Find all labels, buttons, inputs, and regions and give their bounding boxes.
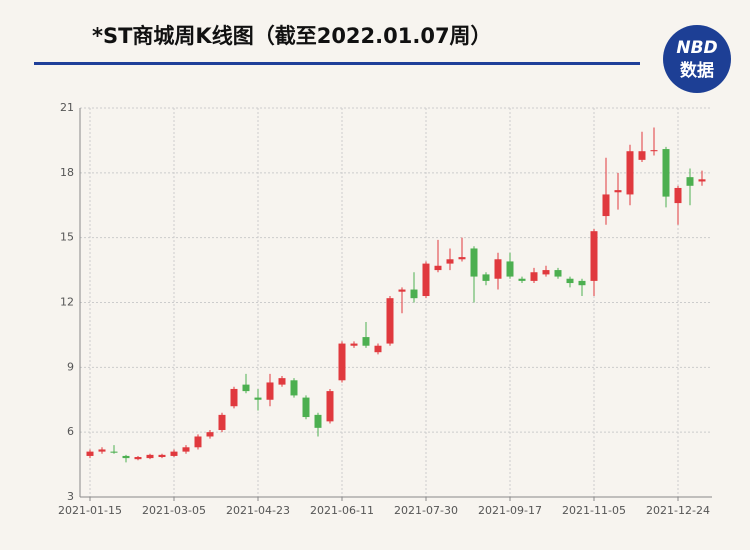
- candle-body: [230, 388, 238, 407]
- candle-body: [290, 380, 298, 396]
- x-tick-label: 2021-12-24: [646, 504, 710, 517]
- candle-body: [698, 179, 706, 182]
- candle-body: [470, 248, 478, 277]
- candle-body: [338, 343, 346, 381]
- candle-body: [254, 397, 262, 400]
- candle-body: [98, 449, 106, 452]
- candle-body: [266, 382, 274, 400]
- candle-body: [686, 177, 694, 186]
- candle-body: [674, 187, 682, 204]
- candle-body: [206, 432, 214, 437]
- candle-body: [218, 414, 226, 431]
- candle-body: [518, 278, 526, 281]
- candle-body: [110, 451, 118, 453]
- y-tick-label: 3: [67, 490, 74, 503]
- candle-body: [374, 345, 382, 353]
- logo-bottom: 数据: [680, 60, 714, 81]
- candle-body: [182, 447, 190, 452]
- logo-top: NBD: [676, 38, 717, 58]
- candle-body: [434, 265, 442, 271]
- x-tick-label: 2021-04-23: [226, 504, 290, 517]
- candle-body: [482, 274, 490, 281]
- candle-body: [278, 378, 286, 385]
- candle-body: [386, 298, 394, 344]
- candle-body: [242, 384, 250, 392]
- candle-body: [530, 272, 538, 281]
- candle-body: [566, 278, 574, 284]
- x-tick-label: 2021-07-30: [394, 504, 458, 517]
- candle-body: [146, 454, 154, 459]
- candle-body: [314, 414, 322, 428]
- y-tick-label: 12: [60, 296, 74, 309]
- candle-body: [554, 270, 562, 277]
- candle-body: [458, 257, 466, 260]
- candle-body: [350, 343, 358, 346]
- x-tick-label: 2021-01-15: [58, 504, 122, 517]
- candle-body: [446, 259, 454, 264]
- candle-body: [626, 151, 634, 195]
- candle-body: [638, 151, 646, 160]
- candle-body: [362, 337, 370, 346]
- candle-body: [410, 289, 418, 299]
- candle-body: [542, 270, 550, 275]
- y-tick-label: 6: [67, 425, 74, 438]
- candle-body: [650, 150, 658, 152]
- y-tick-label: 15: [60, 231, 74, 244]
- candle-body: [398, 289, 406, 292]
- y-tick-label: 18: [60, 166, 74, 179]
- candle-body: [170, 451, 178, 456]
- logo-badge: [663, 25, 731, 93]
- x-tick-label: 2021-03-05: [142, 504, 206, 517]
- title-rule: [34, 62, 640, 65]
- candle-body: [134, 457, 142, 460]
- candle-body: [422, 263, 430, 297]
- x-tick-label: 2021-09-17: [478, 504, 542, 517]
- chart-title: *ST商城周K线图（截至2022.01.07周）: [92, 24, 492, 48]
- x-tick-label: 2021-06-11: [310, 504, 374, 517]
- candle-body: [326, 391, 334, 422]
- x-tick-label: 2021-11-05: [562, 504, 626, 517]
- candle-body: [602, 194, 610, 217]
- candle-body: [122, 455, 130, 459]
- candle-body: [194, 436, 202, 448]
- candle-body: [302, 397, 310, 418]
- y-tick-label: 9: [67, 360, 74, 373]
- candle-body: [494, 259, 502, 279]
- candle-body: [158, 454, 166, 458]
- candle-body: [662, 149, 670, 197]
- y-tick-label: 21: [60, 101, 74, 114]
- candle-body: [506, 261, 514, 277]
- candle-body: [86, 451, 94, 456]
- candle-body: [590, 231, 598, 281]
- candle-body: [578, 280, 586, 286]
- plot-area: 3 6 9 12 15 18 21 2021-01-15 2021-03-05 2021-04-2…: [58, 101, 712, 517]
- candle-body: [614, 190, 622, 193]
